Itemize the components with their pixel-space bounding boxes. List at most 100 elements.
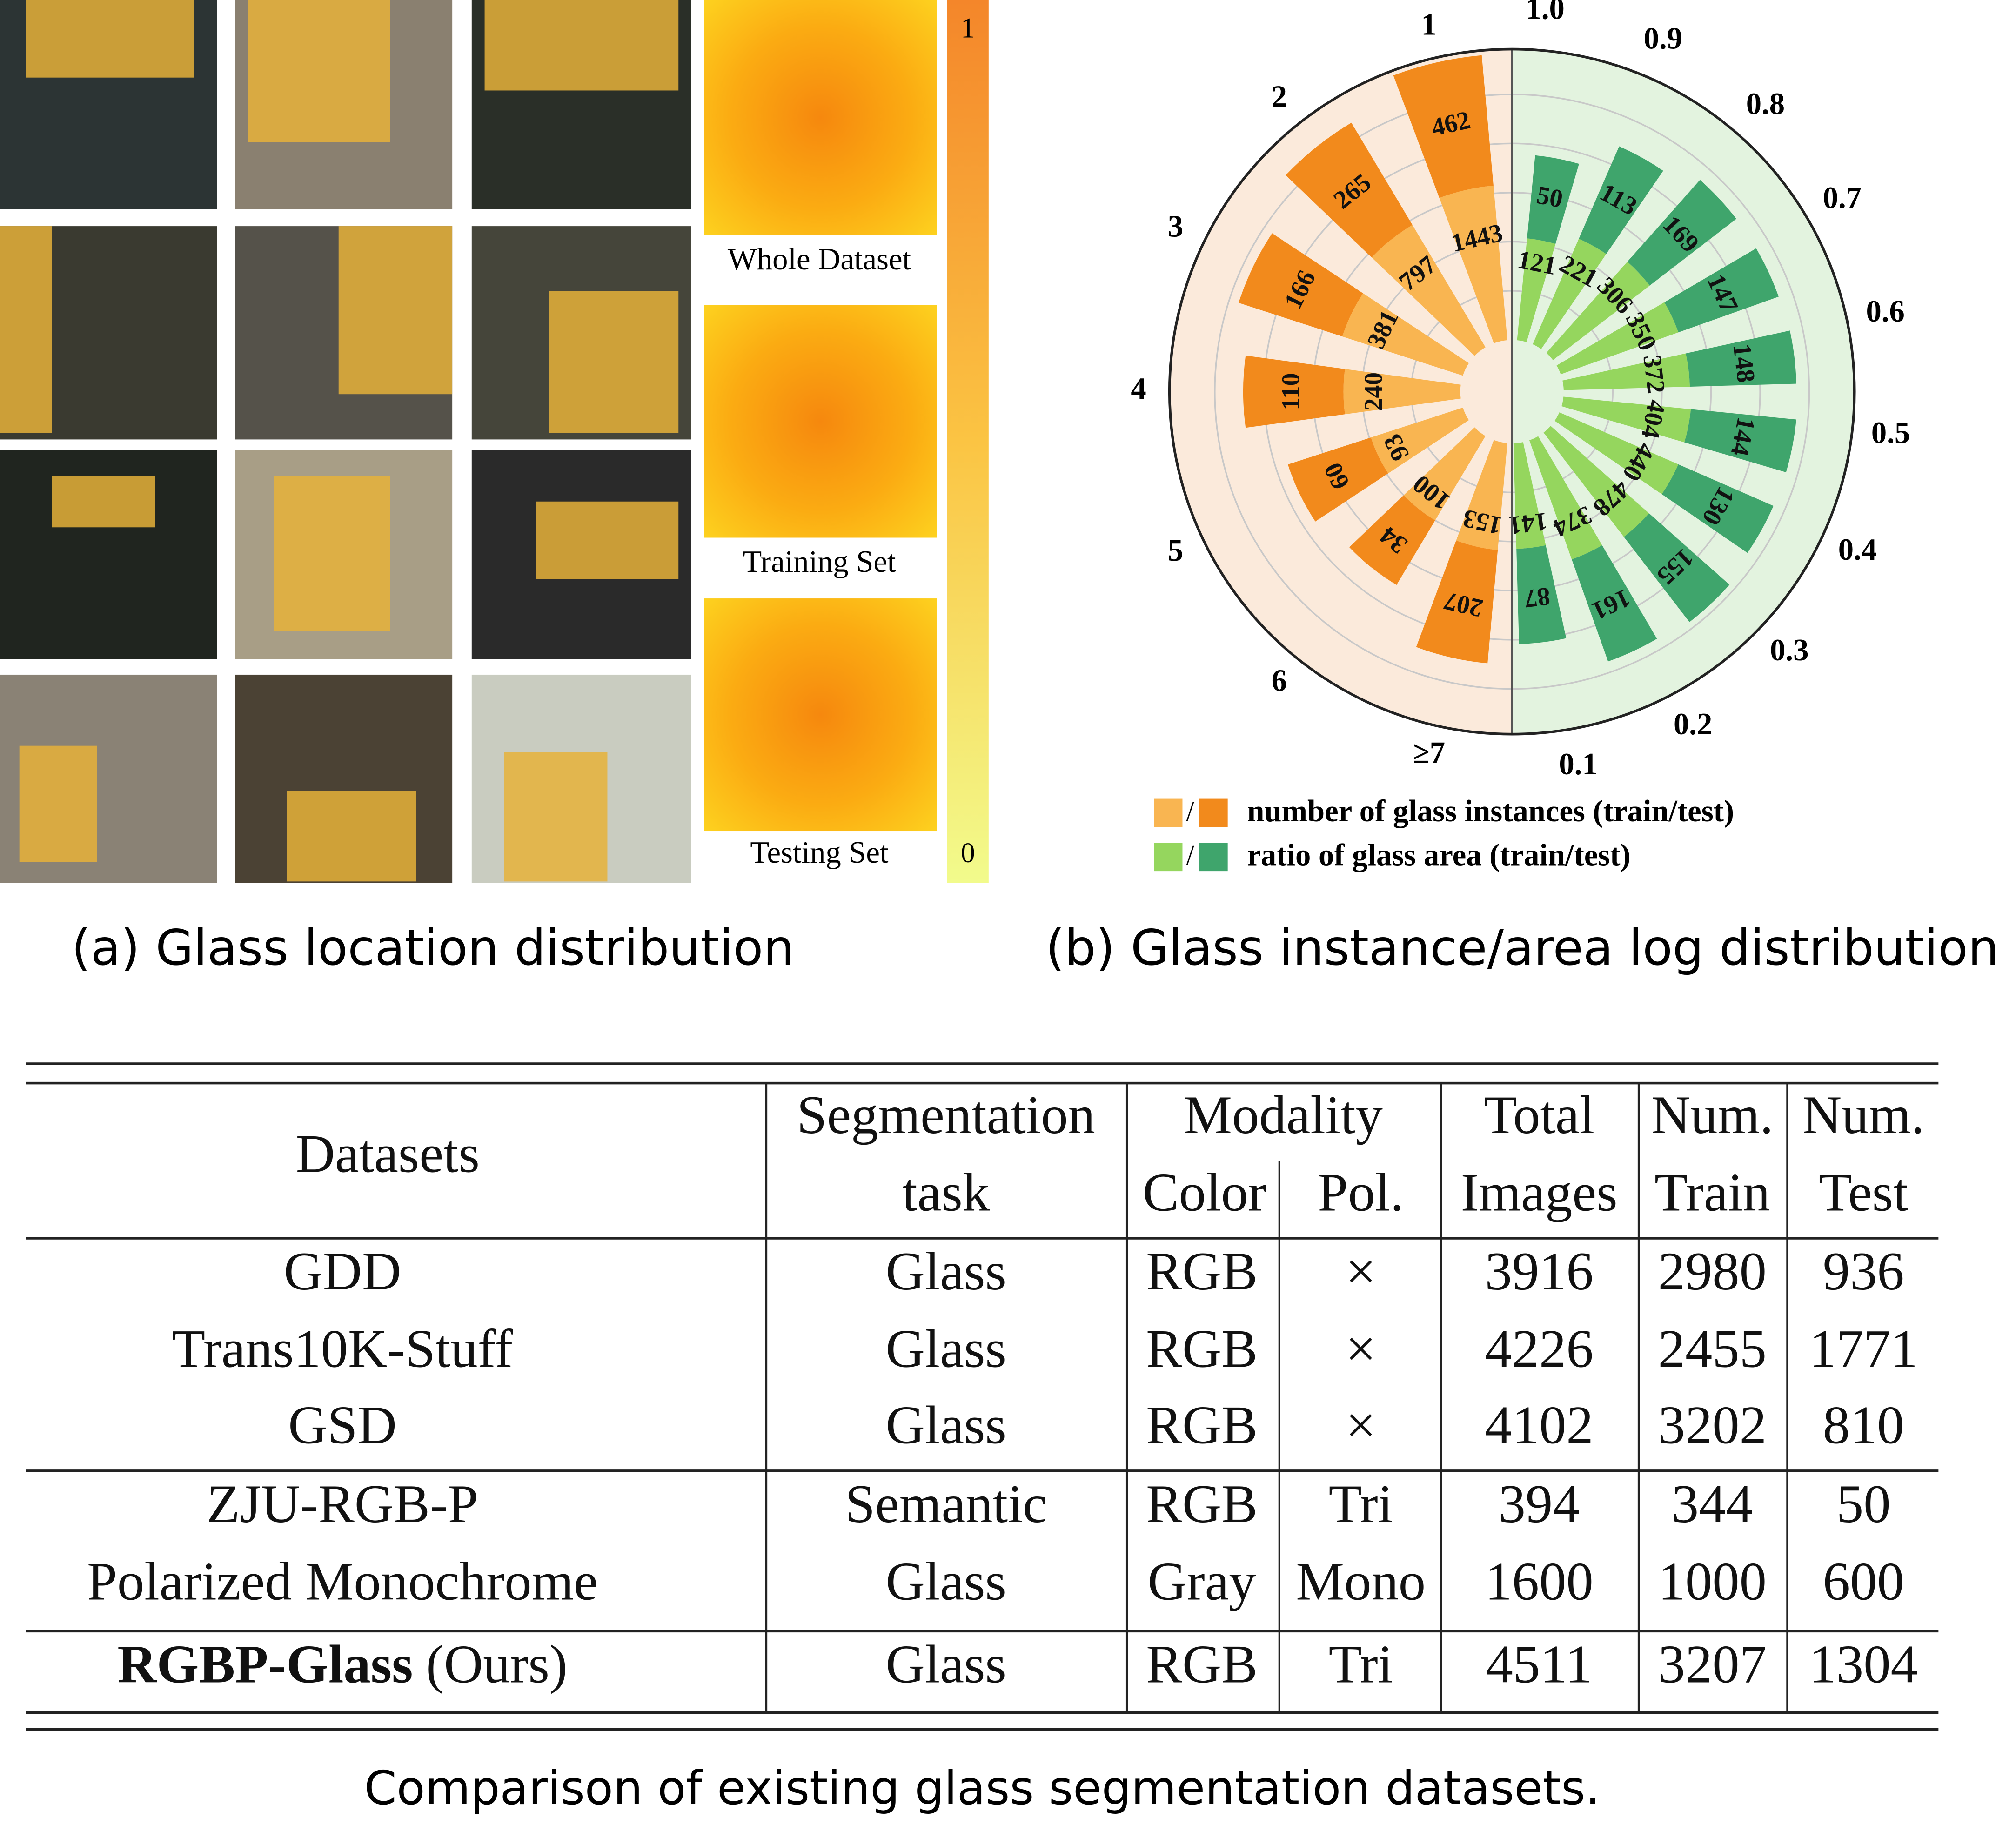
cell: 600 bbox=[1823, 1552, 1904, 1612]
cell: Tri bbox=[1329, 1634, 1393, 1694]
category-label: 0.1 bbox=[1559, 747, 1597, 781]
train-bar bbox=[1343, 369, 1461, 415]
heatmap-label: Testing Set bbox=[750, 836, 889, 870]
header-cell: Modality bbox=[1184, 1085, 1383, 1145]
cell: Tri bbox=[1329, 1474, 1393, 1534]
category-label: 5 bbox=[1168, 534, 1183, 568]
cell: 1600 bbox=[1485, 1552, 1593, 1612]
train-value-label: 240 bbox=[1359, 372, 1388, 411]
test-bar bbox=[1579, 146, 1663, 254]
train-bar bbox=[1456, 440, 1507, 550]
test-bar bbox=[1661, 464, 1774, 553]
cell: RGB bbox=[1146, 1319, 1258, 1379]
category-label: 4 bbox=[1131, 372, 1146, 406]
cell: ZJU-RGB-P bbox=[207, 1474, 478, 1534]
cell: 344 bbox=[1672, 1474, 1753, 1534]
test-value-label: 87 bbox=[1523, 582, 1552, 613]
test-bar bbox=[1684, 409, 1796, 473]
header-cell: task bbox=[902, 1163, 990, 1223]
cell: 810 bbox=[1823, 1396, 1904, 1456]
caption: (a) Glass location distribution bbox=[72, 919, 795, 976]
cell: RGB bbox=[1146, 1396, 1258, 1456]
test-bar bbox=[1572, 545, 1657, 662]
cell: 4226 bbox=[1485, 1319, 1593, 1379]
cell: Glass bbox=[886, 1319, 1006, 1379]
cell: Semantic bbox=[845, 1474, 1047, 1534]
train-bar bbox=[1439, 185, 1507, 343]
train-bar bbox=[1554, 412, 1679, 495]
test-value-label: 50 bbox=[1534, 181, 1565, 214]
header-cell: Total bbox=[1484, 1085, 1594, 1145]
test-value-label: 110 bbox=[1276, 373, 1305, 410]
cell: RGB bbox=[1146, 1474, 1258, 1534]
legend-separator: / bbox=[1186, 840, 1194, 871]
test-bar bbox=[1243, 356, 1345, 428]
train-bar bbox=[1403, 427, 1486, 521]
header-cell: Images bbox=[1461, 1163, 1618, 1223]
cell: 4102 bbox=[1485, 1396, 1593, 1456]
test-bar bbox=[1624, 513, 1730, 622]
legend-swatch bbox=[1199, 798, 1228, 827]
header-cell: Num. bbox=[1802, 1085, 1924, 1145]
heatmap bbox=[704, 598, 937, 832]
colorbar-label: 1 bbox=[961, 13, 975, 44]
cell: × bbox=[1346, 1241, 1376, 1302]
train-value-label: 141 bbox=[1507, 507, 1549, 540]
test-bar bbox=[1516, 545, 1567, 644]
category-label: 0.5 bbox=[1871, 416, 1910, 450]
heatmap-label: Training Set bbox=[743, 545, 896, 579]
category-label: 2 bbox=[1272, 80, 1287, 114]
category-label: 0.4 bbox=[1838, 533, 1877, 567]
category-label: 0.2 bbox=[1674, 707, 1712, 741]
train-bar bbox=[1562, 353, 1690, 390]
category-label: 0.6 bbox=[1866, 295, 1905, 329]
cell: Trans10K-Stuff bbox=[172, 1319, 513, 1379]
header-cell: Pol. bbox=[1318, 1163, 1404, 1223]
glass-overlay bbox=[287, 791, 416, 882]
category-label: 1 bbox=[1421, 7, 1436, 41]
train-bar bbox=[1533, 239, 1607, 349]
header-cell: Num. bbox=[1651, 1085, 1773, 1145]
category-label: 3 bbox=[1168, 210, 1183, 244]
glass-overlay bbox=[248, 0, 390, 142]
caption: (b) Glass instance/area log distribution bbox=[1045, 919, 1999, 976]
train-bar bbox=[1556, 302, 1679, 375]
category-label: 0.3 bbox=[1770, 633, 1808, 667]
cell: 1304 bbox=[1809, 1634, 1918, 1694]
category-label: 0.7 bbox=[1823, 181, 1862, 215]
glass-overlay bbox=[549, 290, 679, 433]
test-bar bbox=[1664, 248, 1779, 333]
cell: 3207 bbox=[1658, 1634, 1767, 1694]
header-cell: Segmentation bbox=[797, 1085, 1095, 1145]
test-bar bbox=[1627, 180, 1736, 286]
colorbar-label: 0 bbox=[961, 838, 975, 869]
colorbar bbox=[947, 0, 989, 883]
train-bar bbox=[1546, 262, 1650, 360]
test-bar bbox=[1349, 495, 1435, 585]
test-bar bbox=[1239, 233, 1363, 337]
cell: Glass bbox=[886, 1552, 1006, 1612]
category-label: 0.9 bbox=[1644, 22, 1682, 56]
glass-overlay bbox=[504, 752, 608, 882]
cell: 2455 bbox=[1658, 1319, 1767, 1379]
cell: RGB bbox=[1146, 1241, 1258, 1302]
heatmap bbox=[704, 0, 937, 235]
category-label: 0.8 bbox=[1746, 87, 1785, 121]
train-bar bbox=[1513, 442, 1546, 549]
cell: 394 bbox=[1499, 1474, 1580, 1534]
cell: RGBP-Glass (Ours) bbox=[117, 1634, 567, 1694]
glass-overlay bbox=[0, 226, 52, 433]
test-bar bbox=[1287, 437, 1388, 522]
train-value-label: 121 bbox=[1515, 245, 1559, 281]
legend-text: ratio of glass area (train/test) bbox=[1247, 839, 1630, 872]
cell: × bbox=[1346, 1319, 1376, 1379]
test-bar bbox=[1393, 55, 1494, 198]
cell: GSD bbox=[288, 1396, 396, 1456]
legend-swatch bbox=[1199, 843, 1228, 872]
legend: / number of glass instances (train/test)… bbox=[1154, 794, 1734, 872]
table: Datasets Segmentation task Modality Color Pol… bbox=[26, 1062, 1939, 1731]
train-value-label: 372 bbox=[1637, 353, 1671, 395]
